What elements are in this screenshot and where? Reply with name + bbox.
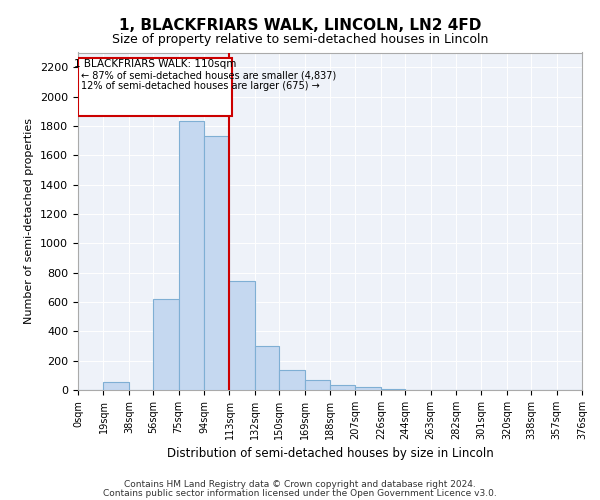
Bar [355, 387, 381, 390]
Text: Contains HM Land Registry data © Crown copyright and database right 2024.: Contains HM Land Registry data © Crown c… [124, 480, 476, 489]
Bar [330, 385, 355, 390]
X-axis label: Distribution of semi-detached houses by size in Lincoln: Distribution of semi-detached houses by … [167, 448, 493, 460]
Bar [204, 136, 229, 390]
Bar [103, 382, 129, 390]
Bar [305, 380, 330, 390]
Text: Size of property relative to semi-detached houses in Lincoln: Size of property relative to semi-detach… [112, 32, 488, 46]
Text: ← 87% of semi-detached houses are smaller (4,837): ← 87% of semi-detached houses are smalle… [80, 70, 336, 80]
Bar [179, 122, 204, 390]
Text: 1, BLACKFRIARS WALK, LINCOLN, LN2 4FD: 1, BLACKFRIARS WALK, LINCOLN, LN2 4FD [119, 18, 481, 32]
Bar [229, 282, 255, 390]
Bar [279, 370, 305, 390]
Y-axis label: Number of semi-detached properties: Number of semi-detached properties [25, 118, 34, 324]
Text: 12% of semi-detached houses are larger (675) →: 12% of semi-detached houses are larger (… [80, 80, 319, 90]
Bar [153, 299, 179, 390]
Text: 1 BLACKFRIARS WALK: 110sqm: 1 BLACKFRIARS WALK: 110sqm [74, 59, 236, 69]
Bar [78, 58, 232, 116]
Text: Contains public sector information licensed under the Open Government Licence v3: Contains public sector information licen… [103, 488, 497, 498]
Bar [255, 346, 279, 390]
